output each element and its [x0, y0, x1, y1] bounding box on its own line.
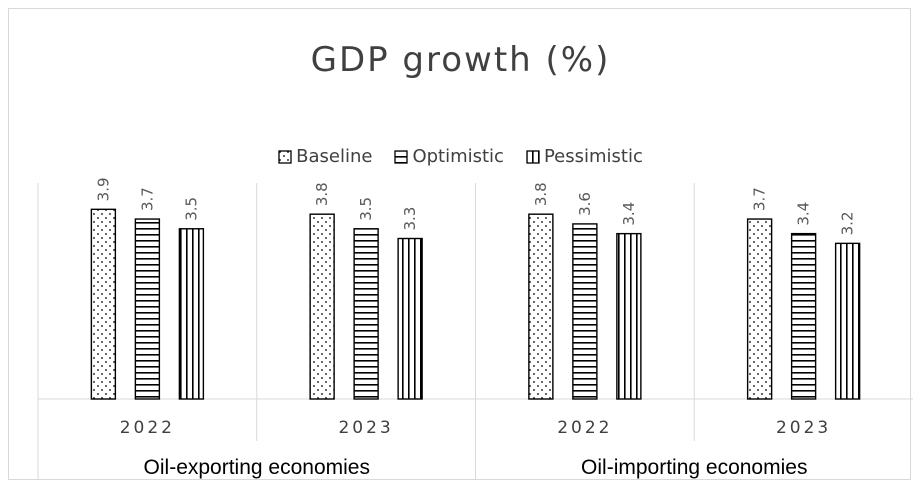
data-label: 3.4 — [795, 202, 813, 226]
data-label: 3.4 — [620, 202, 638, 226]
bar-baseline — [309, 213, 335, 400]
data-label: 3.9 — [94, 177, 112, 201]
data-label: 3.8 — [532, 182, 550, 206]
data-label: 3.6 — [576, 192, 594, 216]
chart-title: GDP growth (%) — [310, 40, 611, 80]
data-label: 3.7 — [751, 187, 769, 211]
data-label: 3.5 — [357, 197, 375, 221]
x-tick-label: 2023 — [338, 418, 393, 438]
group-label: Oil-importing economies — [581, 456, 807, 479]
bar-baseline — [528, 213, 554, 400]
x-tick-label: 2022 — [557, 418, 612, 438]
bar-pessimistic — [834, 242, 861, 400]
bar-baseline — [746, 218, 773, 400]
legend-item-baseline: Baseline — [278, 146, 372, 167]
bar-pessimistic — [178, 228, 205, 400]
group-label: Oil-exporting economies — [144, 456, 370, 479]
bar-pessimistic — [616, 232, 642, 400]
x-tick-label: 2022 — [120, 418, 175, 438]
legend-swatch-optimistic — [394, 149, 409, 164]
x-tick-label: 2023 — [776, 418, 831, 438]
bar-optimistic — [572, 223, 598, 400]
data-label: 3.7 — [138, 187, 156, 211]
legend-item-pessimistic: Pessimistic — [526, 146, 643, 167]
bar-optimistic — [353, 228, 379, 400]
legend-item-optimistic: Optimistic — [394, 146, 504, 167]
bar-baseline — [90, 208, 117, 400]
legend-label-baseline: Baseline — [296, 146, 373, 167]
data-label: 3.5 — [182, 197, 200, 221]
bar-optimistic — [134, 218, 161, 400]
legend-label-pessimistic: Pessimistic — [543, 146, 643, 167]
legend: Baseline Optimistic Pessimistic — [0, 146, 921, 167]
legend-swatch-pessimistic — [526, 149, 540, 164]
data-label: 3.2 — [839, 212, 857, 236]
bar-pessimistic — [397, 237, 423, 400]
bar-optimistic — [790, 232, 817, 400]
data-label: 3.8 — [313, 182, 331, 206]
legend-label-optimistic: Optimistic — [412, 146, 504, 167]
legend-swatch-baseline — [278, 149, 292, 164]
data-label: 3.3 — [401, 207, 419, 231]
